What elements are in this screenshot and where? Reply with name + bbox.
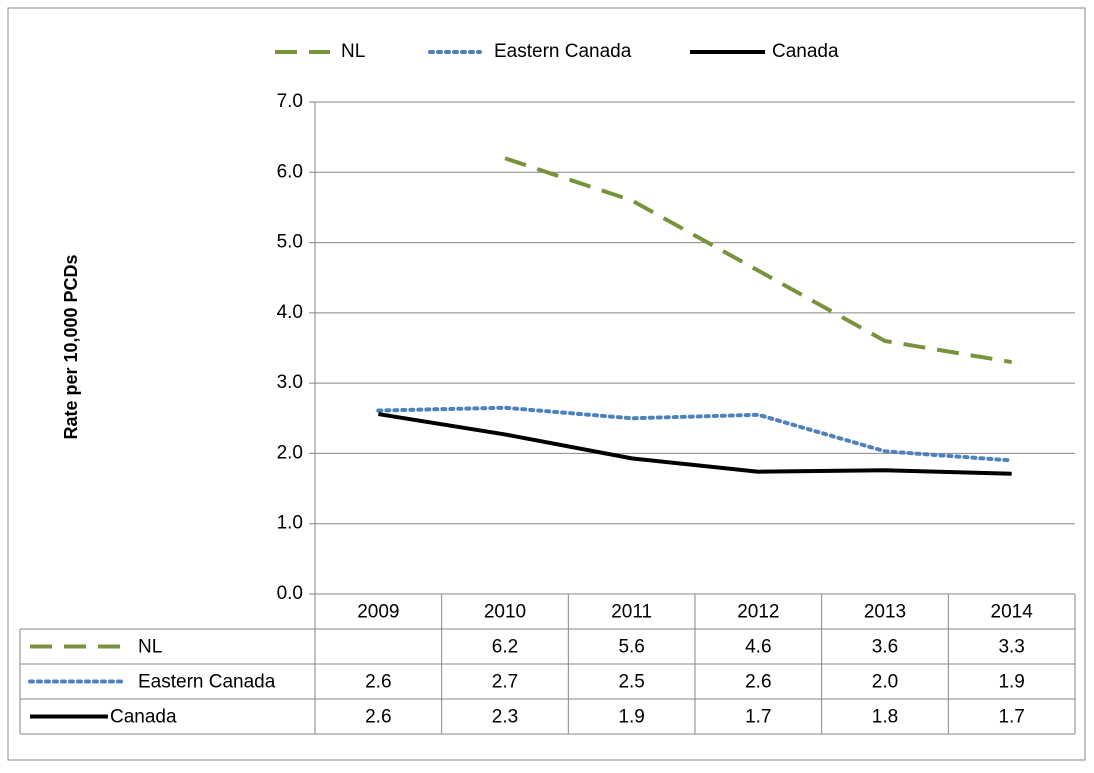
- table-cell: 5.6: [618, 637, 644, 658]
- table-cell: 3.6: [872, 637, 898, 658]
- table-cell: 2.6: [365, 707, 391, 728]
- table-cell: 2.7: [492, 672, 518, 693]
- table-row-label: NL: [138, 637, 162, 658]
- y-tick-label: 6.0: [277, 161, 303, 182]
- legend-label: Eastern Canada: [494, 41, 632, 62]
- series-line: [376, 405, 1014, 463]
- table-cell: 4.6: [745, 637, 771, 658]
- table-cell: 1.7: [745, 707, 771, 728]
- y-tick-label: 2.0: [277, 442, 303, 463]
- table-cell: 3.3: [998, 637, 1024, 658]
- y-tick-label: 4.0: [277, 302, 303, 323]
- table-cell: 6.2: [492, 637, 518, 658]
- y-tick-label: 5.0: [277, 232, 303, 253]
- table-row-label: Eastern Canada: [138, 672, 276, 693]
- series-line: [378, 412, 1012, 476]
- y-tick-label: 1.0: [277, 513, 303, 534]
- x-tick-label: 2010: [484, 602, 526, 623]
- x-tick-label: 2009: [357, 602, 399, 623]
- table-cell: 2.3: [492, 707, 518, 728]
- table-cell: 2.5: [618, 672, 644, 693]
- table-cell: 1.9: [618, 707, 644, 728]
- y-tick-label: 3.0: [277, 372, 303, 393]
- table-cell: 2.0: [872, 672, 898, 693]
- x-tick-label: 2011: [611, 602, 652, 623]
- legend-label: NL: [341, 41, 365, 62]
- table-cell: 1.9: [998, 672, 1024, 693]
- table-cell: 1.8: [872, 707, 898, 728]
- x-tick-label: 2013: [864, 602, 906, 623]
- table-cell: 2.6: [365, 672, 391, 693]
- legend-label: Canada: [772, 41, 839, 62]
- table-cell: 1.7: [998, 707, 1024, 728]
- x-tick-label: 2012: [737, 602, 779, 623]
- series-line: [504, 156, 1012, 365]
- y-tick-label: 7.0: [277, 91, 303, 112]
- y-axis-title: Rate per 10,000 PCDs: [61, 254, 81, 439]
- table-cell: 2.6: [745, 672, 771, 693]
- x-tick-label: 2014: [991, 602, 1034, 623]
- y-tick-label: 0.0: [277, 583, 303, 604]
- table-row-label: Canada: [110, 707, 177, 728]
- chart-border: [7, 7, 1086, 761]
